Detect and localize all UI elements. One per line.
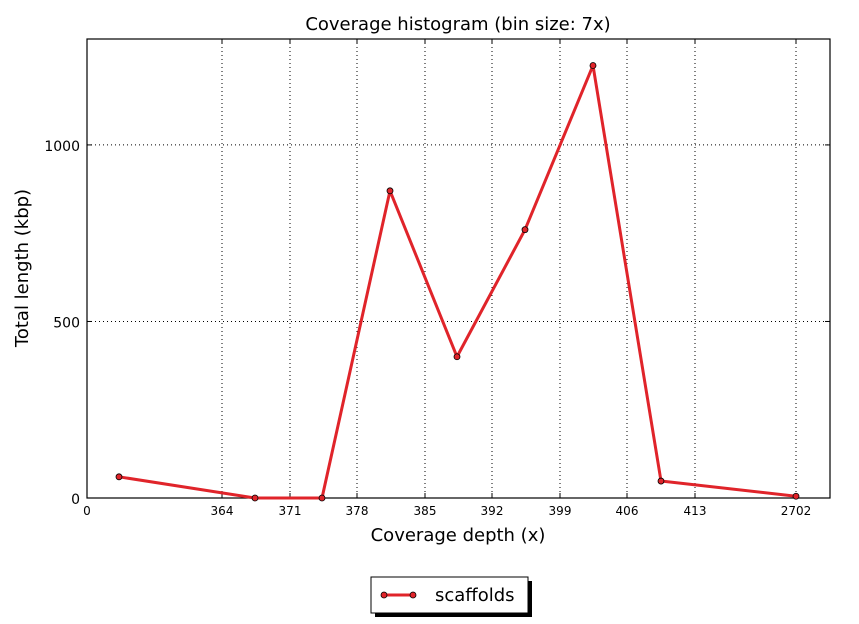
x-tick-label: 378 <box>346 504 369 518</box>
legend-marker-right <box>409 591 417 599</box>
x-tick-label: 413 <box>684 504 707 518</box>
axis-ticks: 0 364 371 378 385 392 399 406 413 2702 0 500 1000 <box>44 39 830 518</box>
data-point <box>251 494 259 502</box>
x-tick-label: 406 <box>616 504 639 518</box>
data-point <box>386 187 394 195</box>
y-tick-label: 500 <box>53 315 80 331</box>
x-tick-label: 385 <box>414 504 437 518</box>
x-axis-label: Coverage depth (x) <box>371 525 546 546</box>
data-point <box>589 62 597 69</box>
legend-label-scaffolds: scaffolds <box>435 585 515 606</box>
x-tick-label: 364 <box>211 504 234 518</box>
y-tick-label: 1000 <box>44 139 80 155</box>
data-point <box>318 494 326 502</box>
data-point <box>792 492 800 500</box>
x-tick-label: 2702 <box>781 504 812 518</box>
x-tick-label: 392 <box>481 504 504 518</box>
data-point <box>115 473 123 481</box>
x-tick-label: 371 <box>279 504 302 518</box>
legend: scaffolds <box>370 576 532 617</box>
series-layer <box>115 62 800 502</box>
x-tick-label: 0 <box>83 504 91 518</box>
x-tick-label: 399 <box>549 504 572 518</box>
data-point <box>521 226 529 234</box>
y-axis-label: Total length (kbp) <box>12 189 33 348</box>
plot-area-frame <box>86 38 831 499</box>
data-point <box>453 353 461 361</box>
legend-marker-left <box>380 591 388 599</box>
chart-title: Coverage histogram (bin size: 7x) <box>305 14 610 35</box>
series-line-scaffolds <box>118 63 797 500</box>
data-point <box>657 477 665 485</box>
grid-lines <box>87 39 830 498</box>
y-tick-label: 0 <box>71 492 80 508</box>
